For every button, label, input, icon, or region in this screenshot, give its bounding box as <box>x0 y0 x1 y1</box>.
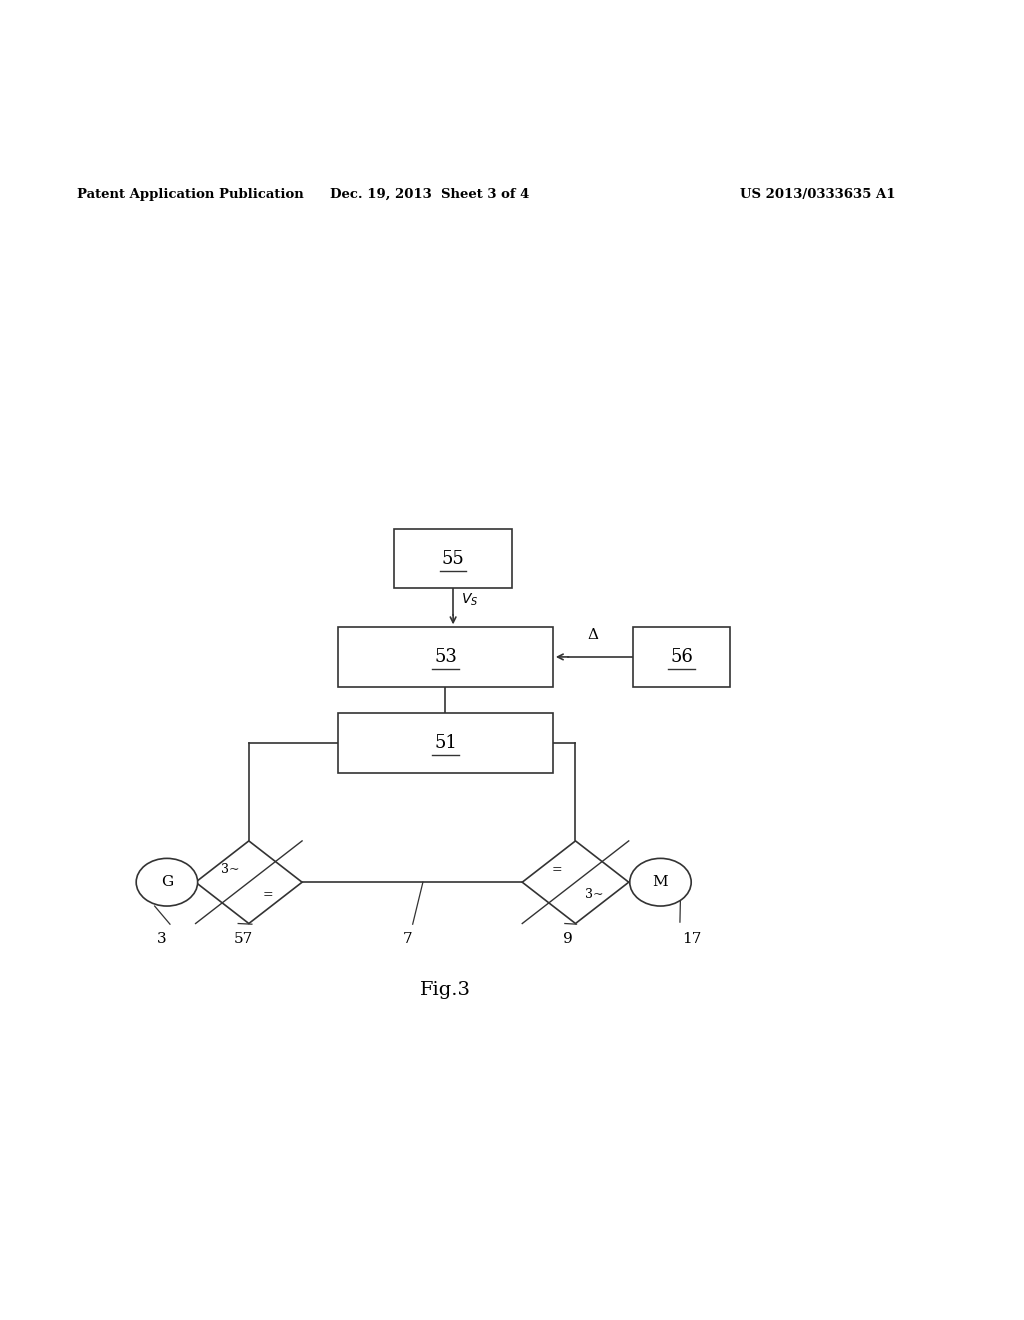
Text: 51: 51 <box>434 734 457 752</box>
Ellipse shape <box>136 858 198 906</box>
Text: 55: 55 <box>441 549 465 568</box>
Text: 7: 7 <box>402 932 413 946</box>
Bar <box>633 627 730 686</box>
Text: =: = <box>262 888 272 902</box>
Text: Δ: Δ <box>588 627 598 642</box>
Text: M: M <box>652 875 669 890</box>
Bar <box>338 627 553 686</box>
Polygon shape <box>522 841 629 924</box>
Text: 9: 9 <box>563 932 573 946</box>
Text: Patent Application Publication: Patent Application Publication <box>77 187 303 201</box>
Text: 53: 53 <box>434 648 457 665</box>
Text: $V_S$: $V_S$ <box>461 591 478 607</box>
Text: 17: 17 <box>682 932 701 946</box>
Text: 56: 56 <box>670 648 693 665</box>
Text: US 2013/0333635 A1: US 2013/0333635 A1 <box>740 187 896 201</box>
Text: Fig.3: Fig.3 <box>420 981 471 999</box>
Text: 3~: 3~ <box>585 888 603 902</box>
Text: 3~: 3~ <box>221 863 240 876</box>
Text: Dec. 19, 2013  Sheet 3 of 4: Dec. 19, 2013 Sheet 3 of 4 <box>331 187 529 201</box>
Text: 57: 57 <box>234 932 253 946</box>
Text: =: = <box>552 863 562 876</box>
Polygon shape <box>196 841 302 924</box>
Bar <box>338 713 553 772</box>
Text: 3: 3 <box>157 932 167 946</box>
Ellipse shape <box>630 858 691 906</box>
Bar <box>394 529 512 589</box>
Text: G: G <box>161 875 173 890</box>
